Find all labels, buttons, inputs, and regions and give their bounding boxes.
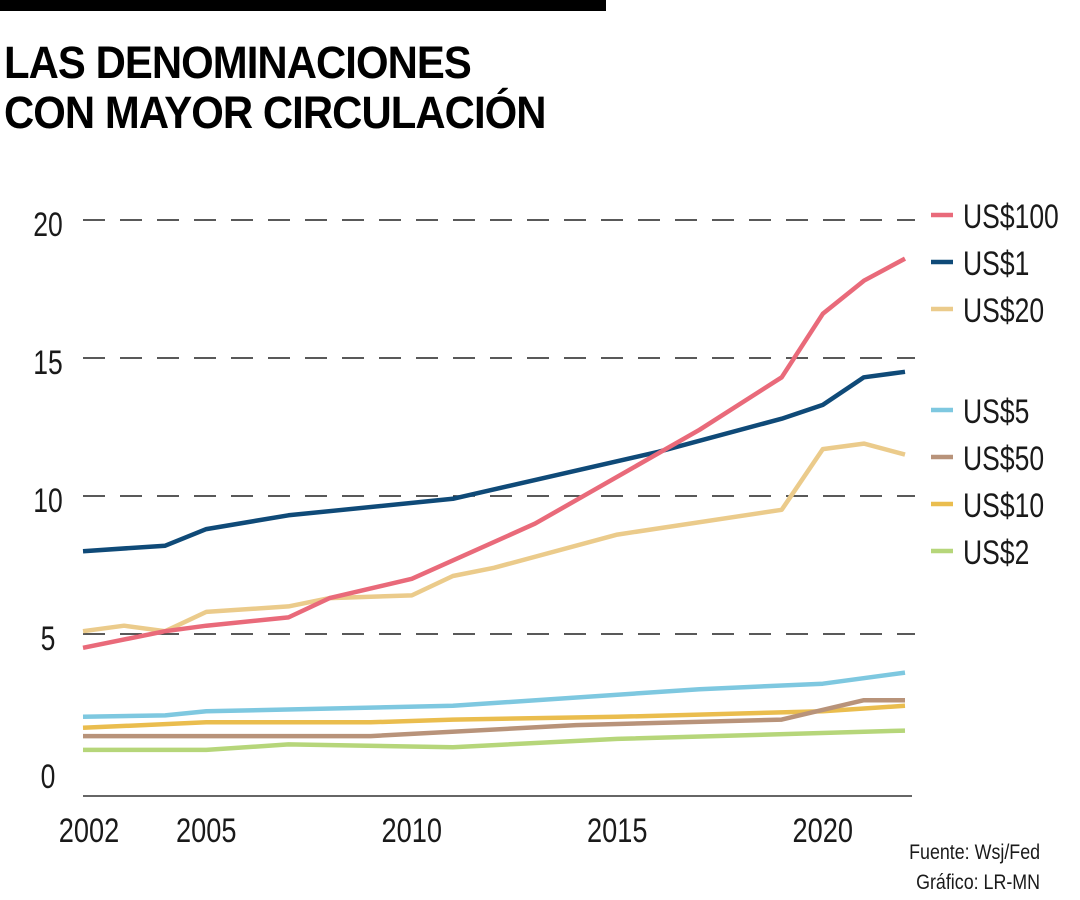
source-text: Fuente: Wsj/Fed (909, 841, 1040, 864)
series-lines (82, 256, 907, 753)
legend-item: US$50 (931, 440, 1044, 478)
title-line-1: LAS DENOMINACIONES (4, 37, 472, 88)
legend-label: US$20 (963, 292, 1044, 330)
y-tick-label: 5 (41, 620, 56, 658)
legend-label: US$1 (963, 245, 1029, 283)
series-line-usd50 (83, 697, 905, 739)
credit-text: Gráfico: LR-MN (916, 871, 1040, 894)
legend-item: US$100 (931, 198, 1059, 236)
legend-label: US$2 (963, 534, 1029, 572)
legend-item: US$2 (931, 534, 1029, 572)
source-note: Fuente: Wsj/Fed Gráfico: LR-MN (909, 838, 1040, 898)
x-tick-label: 2015 (587, 811, 647, 850)
legend-label: US$10 (963, 487, 1044, 525)
legend-item: US$1 (931, 245, 1029, 283)
y-tick-label: 10 (33, 482, 63, 520)
series-line-usd1 (82, 369, 906, 554)
legend-label: US$50 (963, 440, 1044, 478)
legend-item: US$10 (931, 487, 1044, 525)
y-tick-label: 0 (41, 758, 56, 796)
y-tick-label: 15 (33, 344, 63, 382)
x-tick-label: 2005 (176, 811, 236, 850)
x-tick-label: 2010 (382, 811, 442, 850)
x-tick-label: 2002 (59, 811, 119, 850)
legend-item: US$5 (931, 393, 1029, 431)
gridlines (83, 219, 915, 635)
y-axis-ticks: 0 5 10 15 20 (33, 206, 63, 796)
x-axis-ticks: 2002 2005 2010 2015 2020 (59, 811, 853, 850)
legend: US$100 US$1 US$20 US$5 US$50 US$10 US$2 (931, 198, 1059, 572)
series-line-usd2 (83, 728, 906, 753)
legend-label: US$100 (963, 198, 1059, 236)
x-tick-label: 2020 (793, 811, 853, 850)
y-tick-label: 20 (33, 206, 63, 244)
chart-title: LAS DENOMINACIONES CON MAYOR CIRCULACIÓN (4, 37, 547, 138)
series-line-usd100 (82, 256, 907, 651)
title-line-2: CON MAYOR CIRCULACIÓN (4, 87, 547, 138)
legend-label: US$5 (963, 393, 1029, 431)
series-line-usd5 (82, 670, 906, 720)
series-line-usd20 (82, 441, 906, 634)
legend-item: US$20 (931, 292, 1044, 330)
title-rule (0, 0, 606, 11)
